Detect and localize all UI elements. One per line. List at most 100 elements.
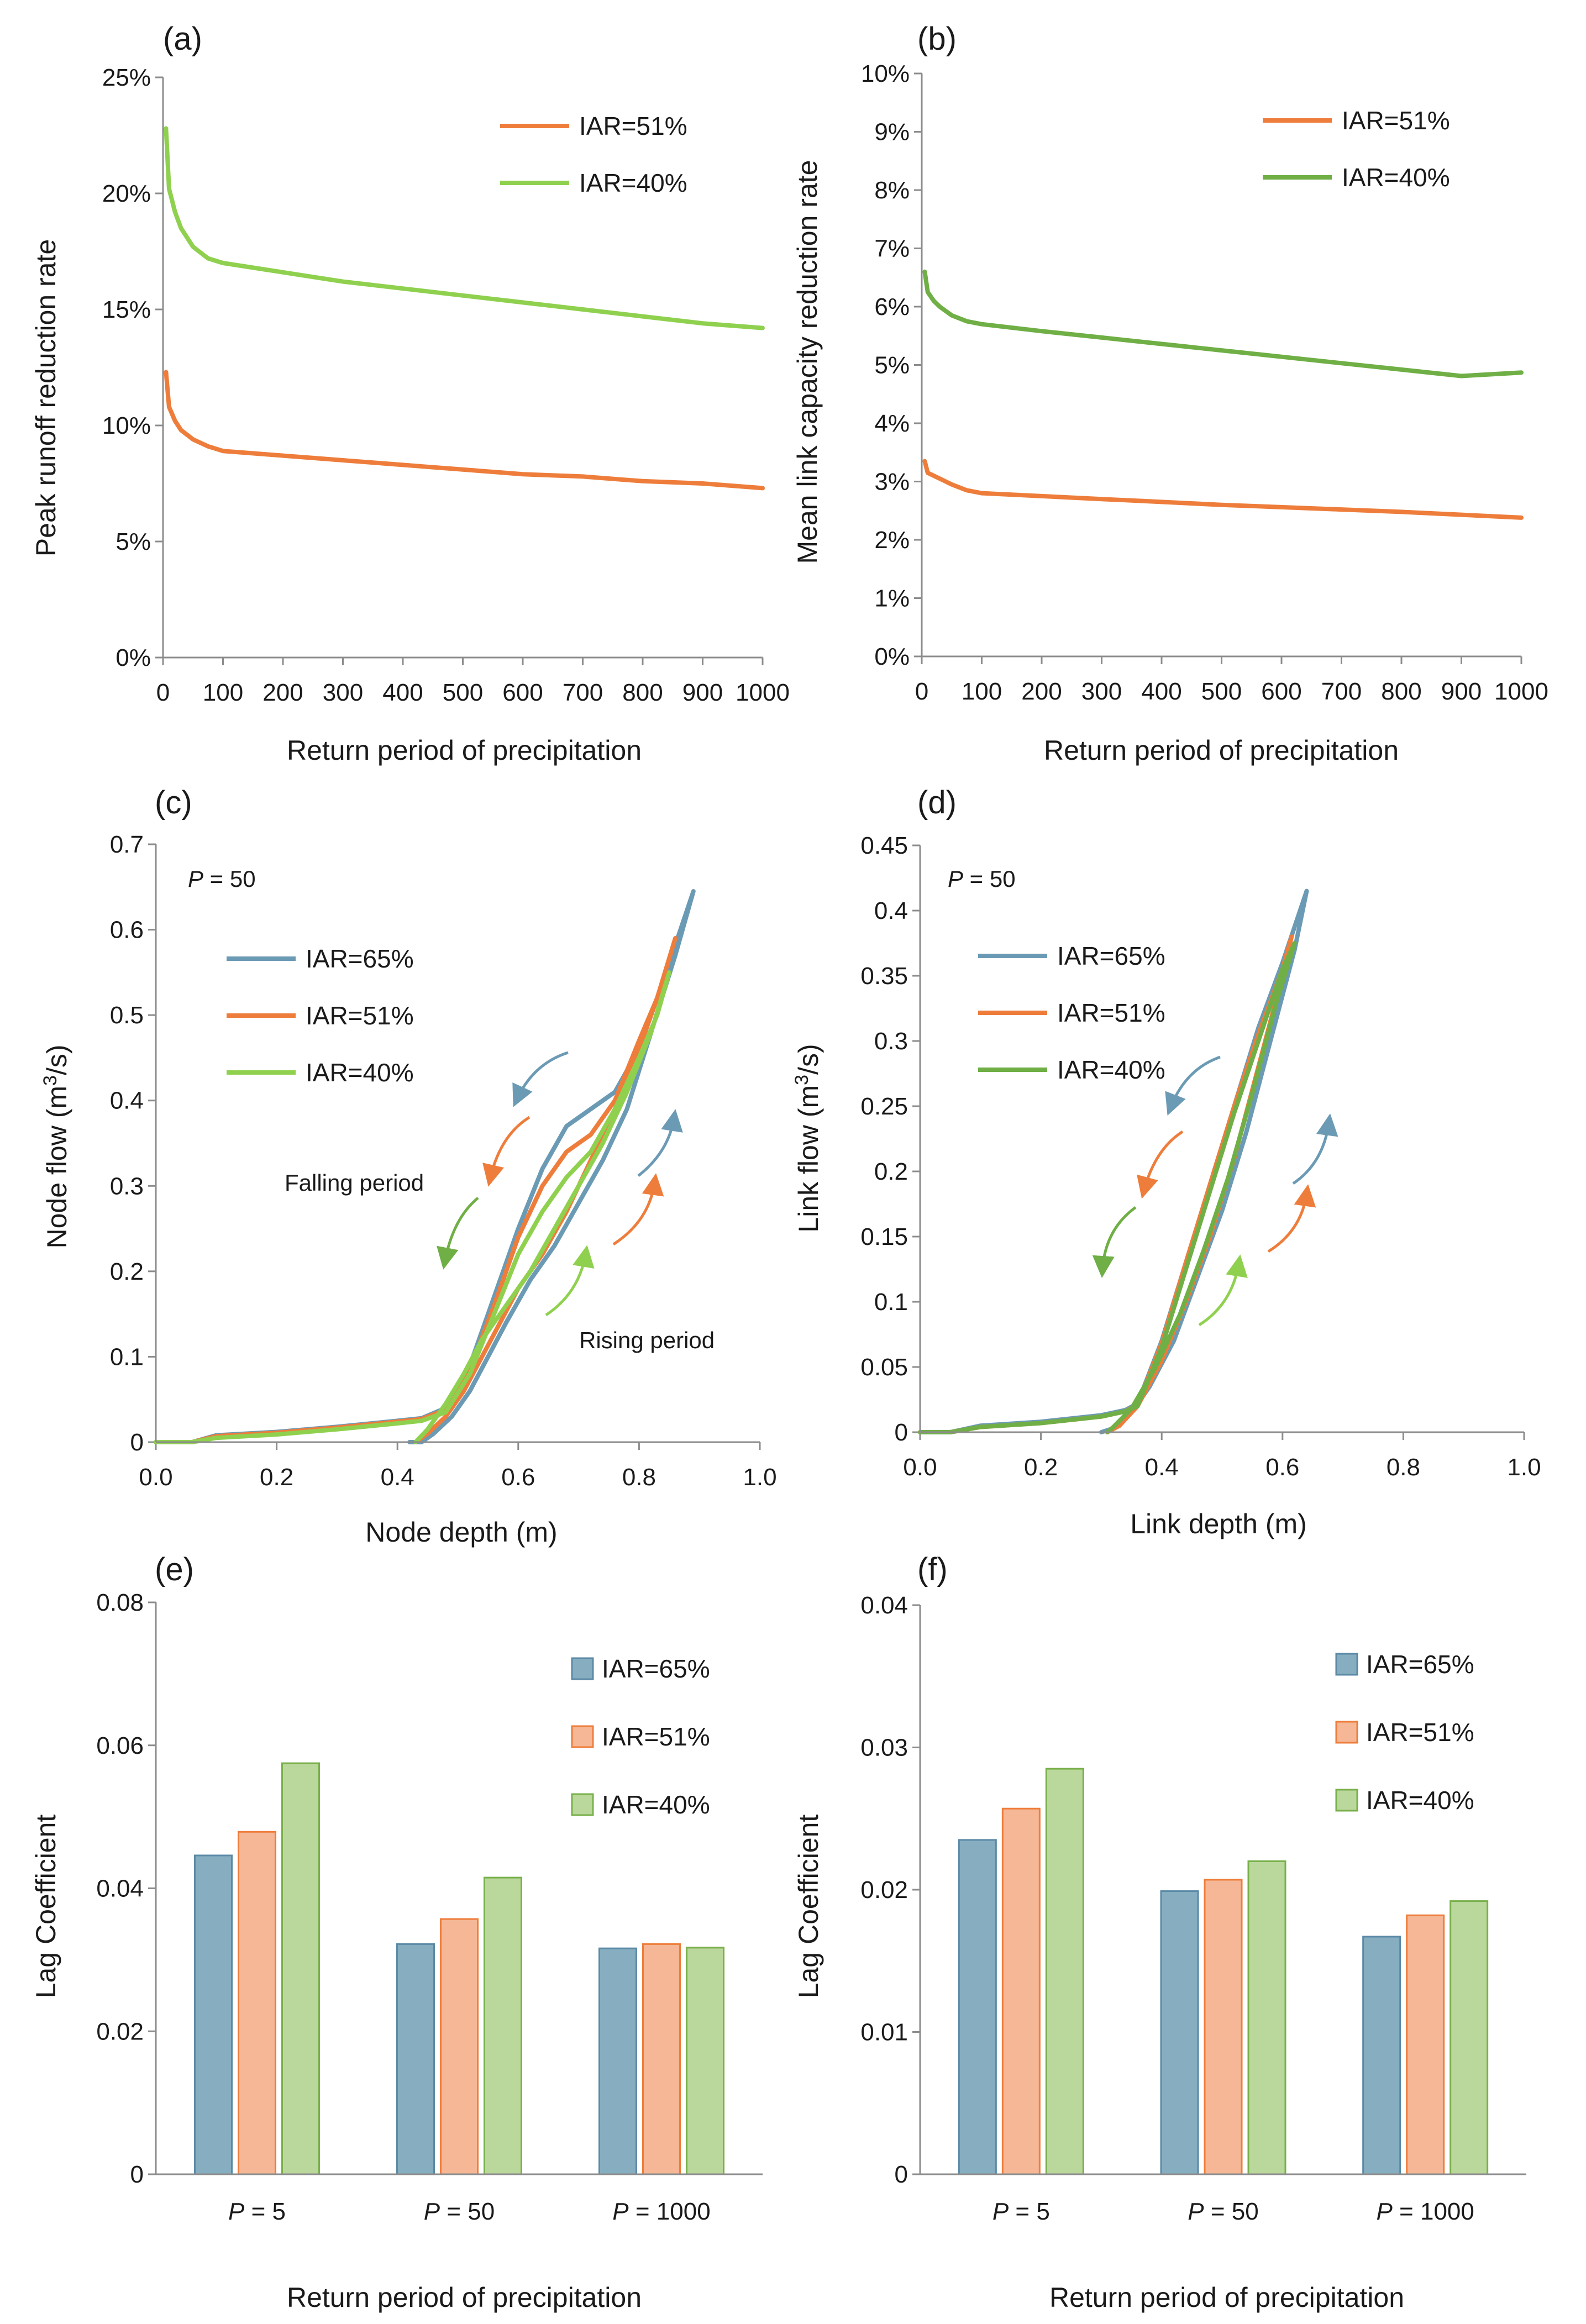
panel-d-series-iar-65 (918, 888, 1309, 1434)
panel-e-y-ticks: 0 0.02 0.04 0.06 0.08 (96, 1589, 156, 2188)
panel-d-x-ticks: 0.0 0.2 0.4 0.6 0.8 1.0 (903, 1432, 1541, 1481)
panel-b-x-tick-label: 800 (1381, 678, 1421, 705)
panel-b-legend: IAR=51% IAR=40% (1263, 106, 1450, 192)
panel-b-series-iar-51 (922, 459, 1524, 520)
panel-b-y-tick-label: 6% (874, 293, 910, 320)
panel-c-legend-label-iar-51: IAR=51% (306, 1001, 414, 1030)
panel-d-legend-label-iar-65: IAR=65% (1057, 942, 1165, 970)
panel-c-legend-label-iar-40: IAR=40% (306, 1058, 414, 1087)
panel-d-y-axis-label: Link flow (m3/s) (791, 1044, 824, 1232)
panel-d-y-label-unit: /s) (793, 1044, 824, 1075)
panel-f-y-tick-label: 0.01 (860, 2019, 908, 2046)
panel-c-x-axis-label: Node depth (m) (365, 1517, 557, 1548)
panel-b-y-tick-label: 8% (874, 177, 910, 204)
panel-c-falling-period-label: Falling period (285, 1170, 424, 1196)
panel-f-category-p-symbol: P (992, 2198, 1009, 2225)
panel-d-series-iar-40 (918, 941, 1297, 1434)
panel-d-y-tick-label: 0.25 (860, 1093, 908, 1120)
panel-a-y-tick-label: 20% (102, 180, 151, 207)
panel-f-x-axis-label: Return period of precipitation (1049, 2282, 1404, 2313)
panel-e-category-label: P = 5 (228, 2198, 286, 2225)
panel-c-label: (c) (155, 785, 192, 821)
panel-f-legend-label-iar-40: IAR=40% (1366, 1786, 1474, 1815)
panel-f-category-p-symbol: P (1376, 2198, 1393, 2225)
panel-c-rising-arrow-blue (637, 1109, 683, 1177)
panel-e-y-tick-label: 0.02 (96, 2018, 144, 2045)
panel-c-y-tick-label: 0.6 (110, 917, 144, 944)
panel-f-y-tick-label: 0.03 (860, 1734, 908, 1762)
panel-c-y-tick-label: 0.3 (110, 1172, 144, 1200)
panel-c-x-tick-label: 0.0 (139, 1464, 172, 1491)
panel-f-category-label: P = 1000 (1376, 2198, 1474, 2225)
panel-e-y-tick-label: 0.08 (96, 1589, 144, 1616)
panel-f-y-ticks: 0 0.01 0.02 0.03 0.04 (860, 1592, 920, 2188)
panel-f-bar-iar-65-p5 (958, 1839, 997, 2175)
panel-c-falling-arrow-orange (482, 1116, 531, 1187)
panel-b-y-tick-label: 5% (874, 352, 910, 379)
panel-d-p-symbol: P (948, 866, 963, 892)
panel-f-y-axis-label: Lag Coefficient (793, 1815, 824, 1999)
panel-f-category-value: = 5 (1009, 2198, 1050, 2225)
panel-e-legend-label-iar-40: IAR=40% (602, 1790, 710, 1819)
panel-e-bar-iar-51-p1000 (642, 1943, 681, 2175)
panel-e-legend-label-iar-65: IAR=65% (602, 1654, 710, 1683)
panel-a-y-tick-label: 0% (115, 644, 151, 671)
panel-a-x-tick-label: 1000 (736, 679, 790, 706)
panel-e-y-tick-label: 0.04 (96, 1875, 144, 1902)
panel-a-x-tick-label: 800 (622, 679, 663, 706)
panel-f-bar-iar-40-p1000 (1450, 1900, 1489, 2175)
panel-a-x-tick-label: 500 (443, 679, 483, 706)
panel-d-x-tick-label: 0.4 (1145, 1454, 1179, 1481)
panel-f-bar-iar-51-p50 (1204, 1879, 1243, 2175)
panel-d-label: (d) (917, 785, 957, 821)
panel-b-series-iar-40 (922, 269, 1524, 378)
panel-d-x-axis-label: Link depth (m) (1130, 1508, 1307, 1539)
panel-b-x-tick-label: 400 (1141, 678, 1181, 705)
panel-f-category-label: P = 5 (992, 2198, 1050, 2225)
panel-e-legend-swatch-iar-65 (571, 1657, 594, 1680)
panel-b-x-tick-label: 200 (1021, 678, 1062, 705)
panel-b-y-axis-label: Mean link capacity reduction rate (792, 160, 823, 564)
panel-c-x-tick-label: 0.8 (622, 1464, 656, 1491)
panel-b-y-tick-label: 4% (874, 410, 910, 437)
panel-c-x-tick-label: 0.6 (501, 1464, 535, 1491)
panel-c-rising-period-label: Rising period (579, 1327, 715, 1353)
panel-d-y-tick-label: 0 (895, 1419, 908, 1446)
panel-c-p-symbol: P (188, 866, 203, 892)
panel-c-direction-arrows (437, 1051, 683, 1317)
panel-e-category-label: P = 50 (424, 2198, 495, 2225)
panel-c-rising-arrow-green (545, 1245, 595, 1317)
panel-e-legend-swatch-iar-51 (571, 1725, 594, 1748)
panel-c-rising-arrow-orange (612, 1173, 664, 1246)
panel-a-legend-label-iar-51: IAR=51% (579, 112, 687, 140)
panel-e-bar-iar-65-p1000 (598, 1947, 637, 2175)
panel-c-legend: IAR=65% IAR=51% IAR=40% (227, 944, 414, 1087)
panel-e-bars (194, 1762, 724, 2175)
panel-b-x-axis-label: Return period of precipitation (1044, 735, 1399, 766)
panel-a-y-tick-label: 5% (115, 528, 151, 555)
panel-b-x-ticks: 0 100 200 300 400 500 600 700 800 900 1000 (915, 656, 1548, 705)
panel-b-y-tick-label: 7% (874, 235, 910, 262)
panel-b-x-tick-label: 600 (1261, 678, 1301, 705)
panel-f-bar-iar-40-p50 (1247, 1860, 1286, 2175)
panel-a-legend: IAR=51% IAR=40% (500, 112, 687, 197)
panel-a-series (164, 126, 765, 491)
panel-a-x-tick-label: 200 (262, 679, 303, 706)
panel-b-y-ticks: 0% 1% 2% 3% 4% 5% 6% 7% 8% 9% 10% (861, 60, 922, 670)
panel-f-bar-iar-65-p1000 (1362, 1936, 1401, 2175)
panel-e-label: (e) (155, 1552, 194, 1587)
panel-d-x-tick-label: 1.0 (1507, 1454, 1541, 1481)
panel-a-x-tick-label: 0 (156, 679, 170, 706)
panel-e-bar-iar-40-p1000 (686, 1947, 724, 2175)
panel-b-x-tick-label: 700 (1321, 678, 1362, 705)
panel-f-y-tick-label: 0 (895, 2161, 908, 2188)
panel-d-y-tick-label: 0.3 (874, 1028, 908, 1055)
panel-a-y-tick-label: 15% (102, 296, 151, 323)
panel-a-x-tick-label: 700 (563, 679, 603, 706)
panel-f-legend-swatch-iar-51 (1335, 1721, 1358, 1744)
panel-c-y-label-main: Node flow (m (41, 1086, 72, 1249)
panel-a-x-tick-label: 300 (323, 679, 363, 706)
